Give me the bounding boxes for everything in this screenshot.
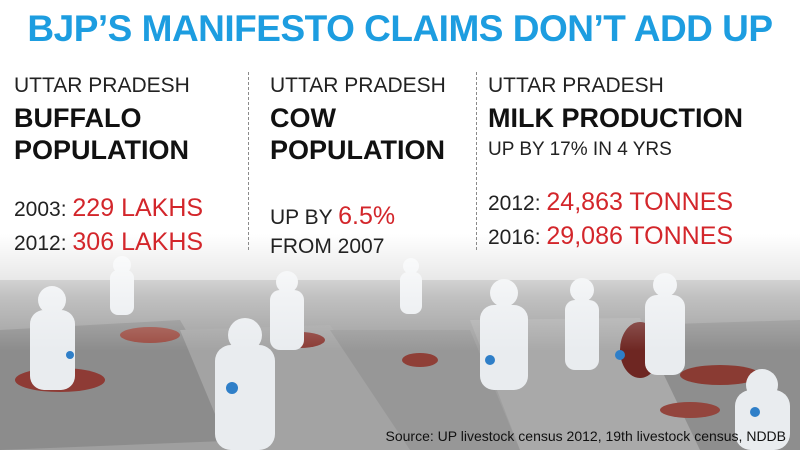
figure-value: 306 LAKHS — [72, 228, 204, 256]
region-label: UTTAR PRADESH — [270, 74, 446, 97]
figure-row: 2016: 29,086 TONNES — [488, 220, 733, 254]
figure-row: 2003: 229 LAKHS — [14, 192, 203, 226]
panel-heading: MILK PRODUCTION — [488, 103, 743, 133]
divider — [248, 72, 249, 250]
source-caption: Source: UP livestock census 2012, 19th l… — [385, 428, 786, 444]
figure-value: 6.5% — [338, 202, 396, 230]
figure-year: 2016: — [488, 226, 541, 249]
figure-row: 2012: 24,863 TONNES — [488, 186, 733, 220]
cow-panel: UTTAR PRADESH COW POPULATION UP BY 6.5% … — [270, 60, 470, 270]
milk-panel: UTTAR PRADESH MILK PRODUCTION UP BY 17% … — [488, 60, 788, 270]
buffalo-panel: UTTAR PRADESH BUFFALO POPULATION 2003: 2… — [14, 60, 240, 270]
page-title: BJP’S MANIFESTO CLAIMS DON’T ADD UP — [27, 8, 773, 49]
figure-label: UP BY — [270, 206, 333, 229]
figures: 2003: 229 LAKHS 2012: 306 LAKHS — [14, 192, 203, 260]
figure-label: FROM 2007 — [270, 235, 385, 258]
figure-year: 2012: — [14, 232, 67, 255]
region-label: UTTAR PRADESH — [488, 74, 664, 97]
panel-heading: POPULATION — [270, 135, 445, 165]
panel-heading: POPULATION — [14, 135, 189, 165]
figure-value: 24,863 TONNES — [546, 188, 734, 216]
figure-value: 29,086 TONNES — [546, 222, 734, 250]
figure-value: 229 LAKHS — [72, 194, 204, 222]
region-label: UTTAR PRADESH — [14, 74, 190, 97]
panel-subheading: UP BY 17% IN 4 YRS — [488, 139, 672, 160]
panel-heading: COW — [270, 103, 336, 133]
title-bar: BJP’S MANIFESTO CLAIMS DON’T ADD UP — [0, 0, 800, 56]
divider — [476, 72, 477, 250]
figure-row: UP BY 6.5% — [270, 200, 395, 234]
figures: UP BY 6.5% FROM 2007 — [270, 200, 395, 260]
figure-year: 2012: — [488, 192, 541, 215]
figure-row: FROM 2007 — [270, 234, 395, 260]
figure-year: 2003: — [14, 198, 67, 221]
figures: 2012: 24,863 TONNES 2016: 29,086 TONNES — [488, 186, 733, 254]
figure-row: 2012: 306 LAKHS — [14, 226, 203, 260]
panel-heading: BUFFALO — [14, 103, 142, 133]
